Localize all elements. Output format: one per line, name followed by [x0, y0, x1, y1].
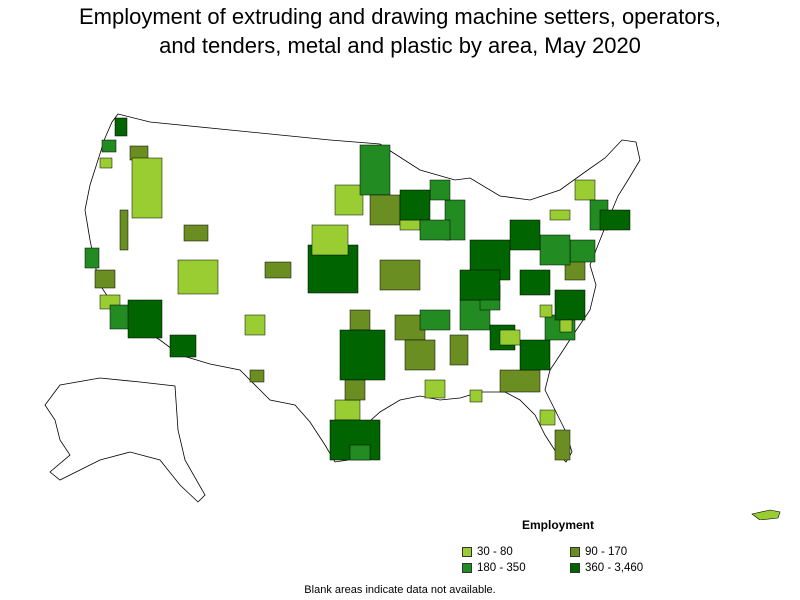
area-region	[569, 239, 596, 263]
area-region	[559, 319, 573, 333]
area-region	[119, 209, 129, 251]
area-region	[539, 409, 556, 426]
area-region	[519, 269, 551, 296]
legend-item-180-350: 180 - 350	[462, 562, 526, 574]
puerto-rico-outline	[751, 509, 781, 520]
map-title-line-2: and tenders, metal and plastic by area, …	[159, 33, 641, 58]
area-region	[249, 369, 265, 383]
area-region	[419, 219, 451, 241]
area-region	[344, 379, 366, 401]
legend-swatch-90-170	[570, 547, 580, 557]
area-region	[349, 444, 371, 461]
area-region	[509, 219, 541, 251]
us-area-map	[44, 113, 781, 520]
alaska-outline	[44, 377, 206, 503]
legend-item-30-80: 30 - 80	[462, 546, 513, 558]
area-region	[459, 269, 501, 301]
area-region	[554, 289, 586, 321]
area-region	[264, 261, 292, 279]
area-region	[549, 209, 571, 221]
map-title: Employment of extruding and drawing mach…	[0, 2, 800, 60]
area-region	[499, 329, 521, 346]
area-region	[339, 329, 386, 381]
legend-swatch-180-350	[462, 563, 472, 573]
area-region	[101, 139, 117, 153]
footnote: Blank areas indicate data not available.	[304, 584, 496, 596]
area-region	[419, 309, 451, 331]
area-region	[424, 379, 446, 399]
area-region	[359, 144, 391, 196]
area-region	[99, 157, 113, 169]
area-region	[334, 399, 361, 421]
legend-label-360-3460: 360 - 3,460	[585, 562, 644, 574]
area-region	[539, 234, 571, 266]
area-region	[429, 179, 451, 201]
legend-swatch-30-80	[462, 547, 472, 557]
area-region	[574, 179, 596, 201]
area-region	[114, 117, 128, 137]
area-region	[84, 247, 100, 269]
area-region	[131, 157, 163, 219]
legend-label-30-80: 30 - 80	[477, 546, 513, 558]
area-region	[169, 334, 197, 358]
legend-swatch-360-3460	[570, 563, 580, 573]
legend-item-90-170: 90 - 170	[570, 546, 627, 558]
area-region	[94, 269, 116, 289]
area-region	[379, 259, 421, 291]
area-region	[554, 429, 571, 461]
area-region	[519, 339, 551, 371]
area-region	[599, 209, 631, 231]
area-region	[399, 219, 421, 231]
area-region	[369, 194, 401, 226]
legend-label-90-170: 90 - 170	[585, 546, 628, 558]
area-region	[127, 299, 163, 339]
legend-item-360-3460: 360 - 3,460	[570, 562, 643, 574]
legend-label-180-350: 180 - 350	[477, 562, 526, 574]
area-region	[449, 334, 469, 366]
map-title-line-1: Employment of extruding and drawing mach…	[79, 4, 721, 29]
area-region	[183, 224, 209, 242]
area-region	[539, 304, 553, 318]
area-region	[399, 189, 431, 221]
area-region	[469, 389, 483, 403]
area-region	[311, 224, 349, 256]
area-region	[459, 299, 491, 331]
legend-title: Employment	[522, 518, 595, 532]
area-region	[177, 259, 219, 295]
area-region	[499, 369, 541, 393]
area-region	[404, 339, 436, 371]
area-region	[244, 314, 266, 336]
area-region	[349, 309, 371, 331]
area-region	[334, 184, 364, 216]
